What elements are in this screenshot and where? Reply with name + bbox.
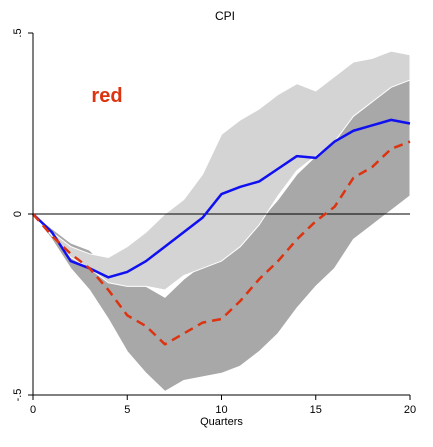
x-tick-label: 5 [124, 404, 130, 416]
solid-series-line [32, 118, 411, 279]
confidence-bands [32, 50, 411, 393]
axis-ticks: 0 5 10 15 20 -.5 0 .5 [12, 28, 416, 416]
confidence-band-2 [32, 50, 411, 291]
x-tick-label: 15 [310, 404, 322, 416]
y-tick-label: 0 [12, 211, 24, 217]
annotation-label: red [91, 85, 122, 107]
y-tick-label: -.5 [12, 389, 24, 402]
chart-title: CPI [215, 9, 235, 23]
x-tick-label: 10 [215, 404, 227, 416]
x-tick-label: 20 [404, 404, 416, 416]
x-axis-label: Quarters [200, 416, 243, 428]
x-tick-label: 0 [30, 404, 36, 416]
series-lines [32, 118, 411, 346]
y-tick-label: .5 [12, 28, 24, 37]
